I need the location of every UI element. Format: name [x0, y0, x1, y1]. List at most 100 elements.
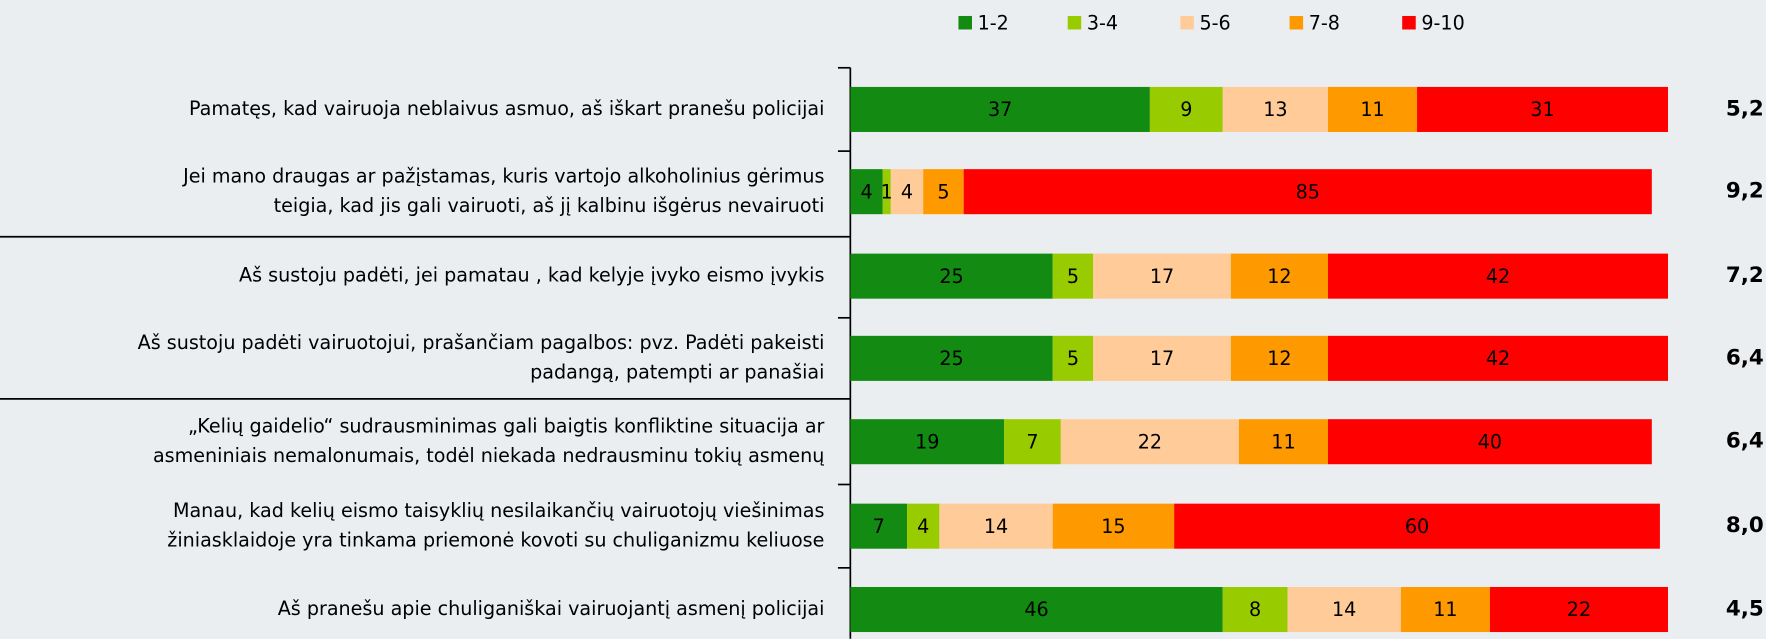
bar-segment [1060, 419, 1239, 465]
bar-segment [939, 503, 1053, 549]
bar-segment [850, 335, 1053, 381]
value-label: 25 [939, 265, 963, 288]
average-label: 4,5 [1726, 597, 1764, 622]
value-label: 14 [984, 515, 1008, 538]
value-label: 13 [1263, 98, 1287, 121]
category-label: „Kelių gaidelio“ sudrausminimas gali bai… [188, 415, 825, 438]
average-label: 5,2 [1726, 96, 1764, 121]
value-label: 4 [917, 515, 929, 538]
value-label: 17 [1150, 265, 1174, 288]
category-label: Manau, kad kelių eismo taisyklių nesilai… [173, 499, 825, 522]
value-label: 4 [860, 180, 872, 203]
bar-segment [1230, 253, 1328, 299]
axis-ticks [837, 66, 851, 569]
value-label: 19 [915, 430, 939, 453]
bar-segment [1327, 335, 1669, 381]
value-label: 42 [1486, 347, 1510, 370]
value-label: 7 [873, 515, 885, 538]
legend-swatch [1067, 15, 1082, 30]
legend-label: 7-8 [1309, 11, 1340, 34]
bar-segment [1287, 586, 1401, 633]
average-label: 6,4 [1726, 429, 1764, 454]
legend-swatch [958, 15, 972, 30]
value-label: 11 [1433, 598, 1457, 621]
value-label: 14 [1332, 598, 1356, 621]
value-label: 5 [1067, 347, 1079, 370]
value-label: 85 [1296, 180, 1320, 203]
category-label: žiniasklaidoje yra tinkama priemonė kovo… [167, 528, 824, 551]
legend-swatch [1402, 15, 1416, 30]
value-label: 22 [1138, 430, 1162, 453]
bar-segment [850, 503, 908, 549]
bar-segment [1052, 335, 1094, 381]
value-label: 5 [1067, 265, 1079, 288]
bar-segment [923, 169, 964, 215]
value-label: 5 [937, 180, 949, 203]
legend-label: 9-10 [1421, 11, 1464, 34]
category-label: teigia, kad jis gali vairuoti, aš jį kal… [274, 194, 825, 217]
legend-label: 3-4 [1087, 11, 1118, 34]
value-label: 60 [1405, 515, 1429, 538]
value-label: 37 [988, 98, 1012, 121]
value-label: 7 [1026, 430, 1038, 453]
value-label: 22 [1567, 598, 1591, 621]
bar-segment [850, 253, 1053, 299]
value-label: 12 [1267, 347, 1291, 370]
legend-swatch [1289, 15, 1304, 30]
value-label: 40 [1478, 430, 1502, 453]
bar-segment [1238, 419, 1328, 465]
value-label: 1 [881, 180, 893, 203]
bar-segment [850, 419, 1005, 465]
value-label: 8 [1249, 598, 1261, 621]
average-label: 9,2 [1726, 179, 1764, 204]
value-label: 11 [1360, 98, 1384, 121]
value-label: 9 [1180, 98, 1192, 121]
category-label: padangą, patempti ar panašiai [530, 360, 824, 383]
average-label: 7,2 [1726, 263, 1764, 288]
bar-segment [850, 169, 883, 215]
bar-segment [1222, 586, 1288, 633]
bar-segment [1004, 419, 1061, 465]
value-label: 17 [1150, 347, 1174, 370]
bar-segment [1149, 86, 1223, 132]
category-label: asmeniniais nemalonumais, todėl niekada … [153, 444, 824, 467]
category-label: Aš pranešu apie chuliganiškai vairuojant… [278, 597, 825, 620]
bar-segment [1174, 503, 1660, 549]
value-label: 25 [939, 347, 963, 370]
bar-segment [1230, 335, 1328, 381]
bar-segment [963, 169, 1652, 215]
bar-segment [1052, 503, 1175, 549]
bar-segment [907, 503, 940, 549]
bar-segment [850, 586, 1223, 633]
category-label: Aš sustoju padėti, jei pamatau , kad kel… [239, 264, 824, 287]
value-label: 4 [901, 180, 913, 203]
average-label: 6,4 [1726, 345, 1764, 370]
bar-segment [1093, 335, 1231, 381]
bar-segment [1093, 253, 1231, 299]
bar-segment [882, 169, 891, 215]
value-label: 11 [1271, 430, 1295, 453]
value-label: 42 [1486, 265, 1510, 288]
legend-label: 1-2 [978, 11, 1009, 34]
bar-segment [1327, 253, 1669, 299]
category-label: Jei mano draugas ar pažįstamas, kuris va… [182, 165, 824, 188]
legend-label: 5-6 [1199, 11, 1230, 34]
bar-segment [1327, 86, 1418, 132]
bar-segment [850, 86, 1150, 132]
category-label: Pamatęs, kad vairuoja neblaivus asmuo, a… [189, 97, 824, 120]
value-label: 46 [1024, 598, 1048, 621]
bar-segment [1489, 586, 1669, 633]
bar-segment [1052, 253, 1094, 299]
average-label: 8,0 [1726, 513, 1764, 538]
value-label: 31 [1530, 98, 1554, 121]
bar-segment [890, 169, 924, 215]
legend-swatch [1180, 15, 1194, 30]
value-label: 12 [1267, 265, 1291, 288]
bar-segment [1417, 86, 1669, 132]
bar-segment [1400, 586, 1490, 633]
value-label: 15 [1101, 515, 1125, 538]
bar-segment [1327, 419, 1652, 465]
bar-segment [1222, 86, 1328, 132]
category-label: Aš sustoju padėti vairuotojui, prašančia… [138, 331, 825, 354]
